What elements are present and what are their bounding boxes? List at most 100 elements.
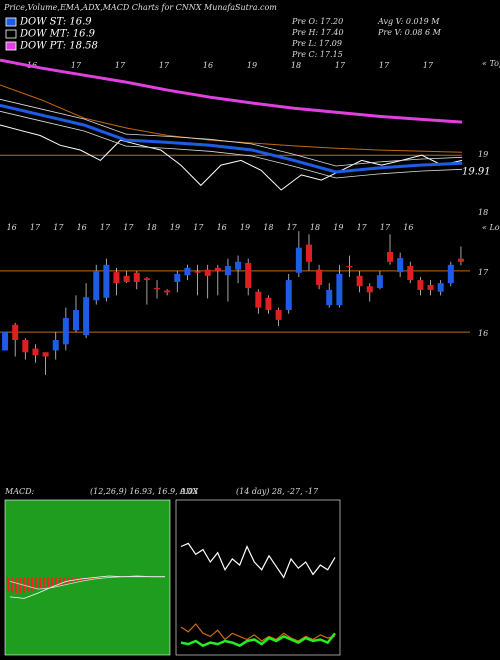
candle-body xyxy=(12,324,19,341)
candle-body xyxy=(62,318,69,345)
candle-body xyxy=(275,310,282,320)
adx-line xyxy=(180,623,336,642)
candle-body xyxy=(93,270,100,301)
candle-body xyxy=(346,266,353,268)
candle-body xyxy=(194,271,201,273)
info-text: Pre H: 17.40 xyxy=(291,28,344,37)
series-line xyxy=(0,58,463,124)
x-tick-label: 17 xyxy=(53,223,64,232)
candle-body xyxy=(295,247,302,273)
x-tick-label: 17 xyxy=(30,223,41,232)
candle-body xyxy=(103,264,110,298)
histogram-bar xyxy=(35,577,38,590)
info-text: Pre V: 0.08 6 M xyxy=(377,28,442,37)
candle-body xyxy=(83,297,90,336)
histogram-bar xyxy=(11,577,14,593)
candle-body xyxy=(184,267,191,276)
legend-label: DOW ST: 16.9 xyxy=(19,17,92,28)
info-text: Pre L: 17.09 xyxy=(291,39,342,48)
candle-body xyxy=(437,283,444,292)
candle-body xyxy=(2,332,9,351)
candle-body xyxy=(407,266,414,281)
x-tick-label: 18 xyxy=(263,223,273,232)
ema-band xyxy=(0,110,463,179)
histogram-bar xyxy=(47,577,50,588)
histogram-bar xyxy=(51,577,54,587)
legend-label: DOW PT: 18.58 xyxy=(19,41,98,52)
candle-body xyxy=(366,286,373,293)
legend-label: DOW MT: 16.9 xyxy=(19,29,96,40)
x-tick-label: 17 xyxy=(423,61,434,70)
macd-line xyxy=(9,576,165,590)
candle-body xyxy=(356,275,363,287)
series-line xyxy=(0,124,463,191)
candle-body xyxy=(32,348,39,356)
candle-body xyxy=(265,297,272,311)
histogram-bar xyxy=(67,577,70,584)
histogram-bar xyxy=(87,577,90,580)
series-line xyxy=(0,103,463,174)
histogram-bar xyxy=(43,577,46,589)
candle-body xyxy=(447,264,454,284)
histogram-bar xyxy=(19,577,22,593)
candle-body xyxy=(397,258,404,273)
histogram-bar xyxy=(31,577,34,591)
annotation: « Tops xyxy=(482,59,500,68)
candle-body xyxy=(22,340,29,353)
x-tick-label: 17 xyxy=(287,223,298,232)
macd-line xyxy=(9,575,165,599)
x-tick-label: 16 xyxy=(403,223,413,232)
histogram-bar xyxy=(91,577,94,580)
candle-body xyxy=(133,272,140,282)
histogram-bar xyxy=(99,577,102,579)
candle-body xyxy=(285,280,292,311)
x-tick-label: 17 xyxy=(357,223,368,232)
candle-body xyxy=(42,352,49,357)
y-tick-label: 17 xyxy=(478,268,489,277)
x-tick-label: 17 xyxy=(159,61,170,70)
legend-swatch xyxy=(5,41,17,51)
histogram-bar xyxy=(23,577,26,593)
x-tick-label: 17 xyxy=(100,223,111,232)
candle-body xyxy=(457,258,464,262)
x-tick-label: 19 xyxy=(240,223,250,232)
histogram-bar xyxy=(27,577,30,592)
panel-params: (14 day) 28, -27, -17 xyxy=(236,487,319,496)
candle-body xyxy=(316,269,323,285)
info-text: Pre C: 17.15 xyxy=(291,50,343,59)
histogram-bar xyxy=(63,577,66,585)
histogram-bar xyxy=(15,577,18,593)
y-tick-label: 19 xyxy=(478,150,488,159)
candle-body xyxy=(387,251,394,262)
histogram-bar xyxy=(95,577,98,580)
candle-body xyxy=(235,261,242,270)
candle-body xyxy=(305,244,312,262)
panel-bg xyxy=(175,499,341,656)
candle-body xyxy=(174,273,181,282)
annotation: « Lows xyxy=(482,223,500,232)
x-tick-label: 19 xyxy=(170,223,180,232)
legend-swatch xyxy=(5,17,17,27)
candle-body xyxy=(427,284,434,290)
x-tick-label: 18 xyxy=(310,223,320,232)
candle-body xyxy=(255,291,262,308)
adx-line xyxy=(180,632,336,648)
page-title: Price,Volume,EMA,ADX,MACD Charts for CNN… xyxy=(3,3,277,12)
x-tick-label: 16 xyxy=(203,61,213,70)
x-tick-label: 17 xyxy=(115,61,126,70)
candle-body xyxy=(154,288,161,290)
x-tick-label: 19 xyxy=(247,61,257,70)
candle-body xyxy=(123,275,130,282)
x-tick-label: 16 xyxy=(77,223,87,232)
candle-body xyxy=(224,266,231,276)
panel-params: (12,26,9) 16.93, 16.9, 0.03 xyxy=(90,487,198,496)
candle-body xyxy=(336,273,343,306)
candle-body xyxy=(204,269,211,276)
candle-body xyxy=(164,290,171,293)
x-tick-label: 16 xyxy=(217,223,227,232)
histogram-bar xyxy=(59,577,62,586)
y-tick-label: 16 xyxy=(478,329,488,338)
candle-body xyxy=(143,278,150,281)
x-tick-label: 17 xyxy=(71,61,82,70)
